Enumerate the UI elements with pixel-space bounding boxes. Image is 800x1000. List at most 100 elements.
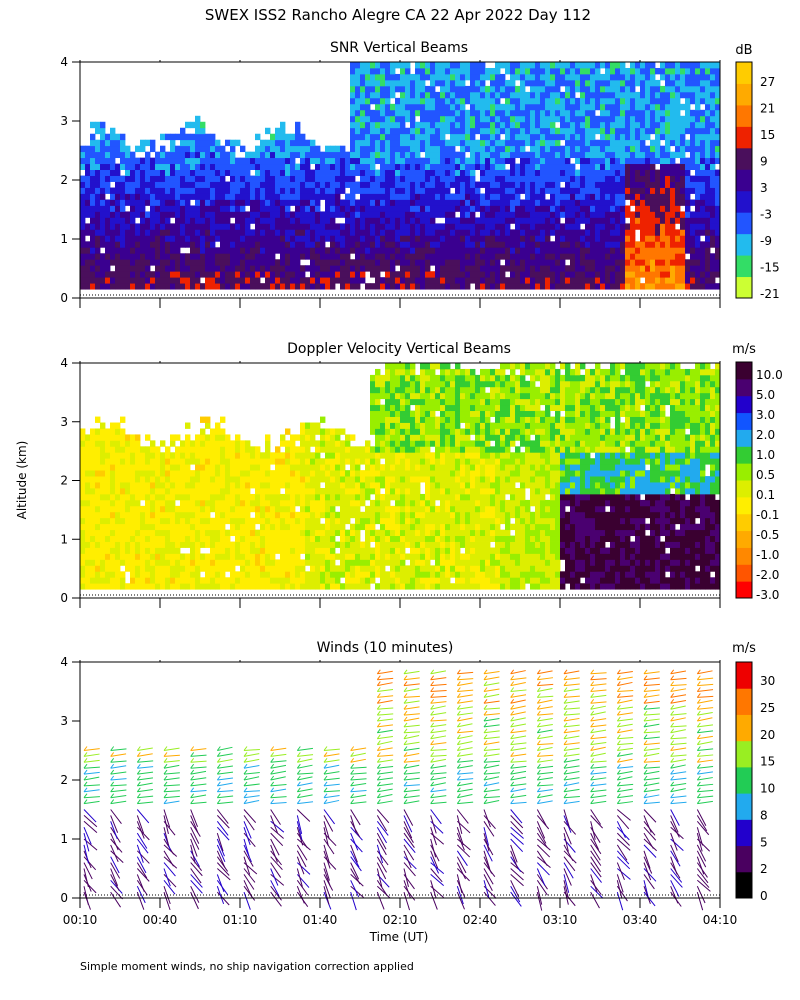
snr-cell <box>690 283 696 290</box>
doppler-cell <box>220 517 226 525</box>
snr-cell <box>580 277 586 284</box>
snr-cell <box>650 151 656 159</box>
snr-cell <box>445 151 451 159</box>
doppler-cell <box>185 517 191 525</box>
snr-cell <box>515 223 521 230</box>
snr-cell <box>230 241 236 248</box>
doppler-cell <box>180 493 186 501</box>
snr-cell <box>540 217 546 224</box>
snr-cell <box>315 241 321 248</box>
doppler-cell <box>195 482 201 489</box>
snr-cell <box>510 205 516 212</box>
snr-cell <box>90 133 96 141</box>
snr-cell <box>700 229 706 236</box>
snr-cell <box>490 223 496 230</box>
snr-cell <box>250 181 256 188</box>
doppler-cell <box>165 482 171 489</box>
snr-cell <box>545 199 551 206</box>
snr-cell <box>560 253 566 260</box>
snr-cell <box>690 157 696 165</box>
snr-cell <box>450 127 456 135</box>
doppler-cell <box>210 583 216 590</box>
doppler-cell <box>80 482 86 489</box>
snr-cell <box>260 229 266 236</box>
snr-cell <box>455 217 461 224</box>
snr-cell <box>245 277 251 284</box>
snr-cell <box>310 241 316 248</box>
snr-cell <box>445 229 451 236</box>
snr-cell <box>570 79 576 87</box>
doppler-cell <box>125 505 131 513</box>
snr-cell <box>485 145 491 153</box>
snr-cell <box>665 187 671 194</box>
snr-cell <box>700 253 706 260</box>
snr-cell <box>515 91 521 99</box>
doppler-cell <box>205 422 211 429</box>
doppler-cell <box>125 535 131 542</box>
snr-cell <box>180 253 186 260</box>
snr-cell <box>710 193 716 200</box>
doppler-cell <box>100 529 106 537</box>
snr-cell <box>265 241 271 248</box>
snr-cell <box>395 157 401 165</box>
snr-cell <box>530 169 536 176</box>
snr-cell <box>210 211 216 218</box>
snr-cell <box>255 253 261 260</box>
snr-cell <box>215 175 221 182</box>
doppler-cell <box>185 493 191 501</box>
snr-cell <box>165 163 171 170</box>
snr-cell <box>435 133 441 141</box>
snr-cell <box>205 283 211 290</box>
snr-cell <box>580 121 586 129</box>
doppler-cell <box>170 547 176 554</box>
snr-cell <box>305 247 311 254</box>
snr-cell <box>445 109 451 117</box>
snr-cell <box>625 151 631 159</box>
snr-cell <box>225 187 231 194</box>
doppler-cell <box>110 505 116 513</box>
snr-cell <box>440 277 446 284</box>
snr-cell <box>645 115 651 123</box>
doppler-cell <box>120 499 126 507</box>
snr-cell <box>105 217 111 224</box>
snr-cell <box>125 253 131 260</box>
snr-cell <box>95 157 101 165</box>
snr-cell <box>340 277 346 284</box>
snr-cell <box>605 283 611 290</box>
snr-cell <box>670 247 676 254</box>
doppler-cell <box>85 487 91 495</box>
snr-cell <box>525 169 531 176</box>
snr-cell <box>480 253 486 260</box>
snr-cell <box>190 187 196 194</box>
snr-cell <box>405 283 411 290</box>
snr-cell <box>235 169 241 176</box>
doppler-cell <box>205 446 211 453</box>
snr-cell <box>465 91 471 99</box>
snr-cell <box>225 277 231 284</box>
snr-cell <box>160 241 166 248</box>
snr-cell <box>80 265 86 272</box>
snr-cell <box>595 79 601 87</box>
doppler-cell <box>120 458 126 465</box>
snr-cell <box>200 139 206 147</box>
snr-cell <box>250 193 256 200</box>
snr-cell <box>510 253 516 260</box>
snr-cell <box>430 91 436 99</box>
snr-cell <box>505 127 511 135</box>
snr-cell <box>335 163 341 170</box>
doppler-cell <box>175 434 181 441</box>
snr-cell <box>420 139 426 147</box>
snr-cell <box>315 271 321 278</box>
snr-cell <box>475 277 481 284</box>
doppler-cell <box>190 583 196 590</box>
snr-cell <box>560 283 566 290</box>
snr-cell <box>670 265 676 272</box>
snr-cell <box>290 157 296 165</box>
doppler-cell <box>125 458 131 465</box>
snr-cell <box>600 253 606 260</box>
snr-cell <box>160 193 166 200</box>
snr-cell <box>715 247 721 254</box>
snr-cell <box>385 67 391 75</box>
snr-cell <box>115 139 121 147</box>
snr-cell <box>365 247 371 254</box>
